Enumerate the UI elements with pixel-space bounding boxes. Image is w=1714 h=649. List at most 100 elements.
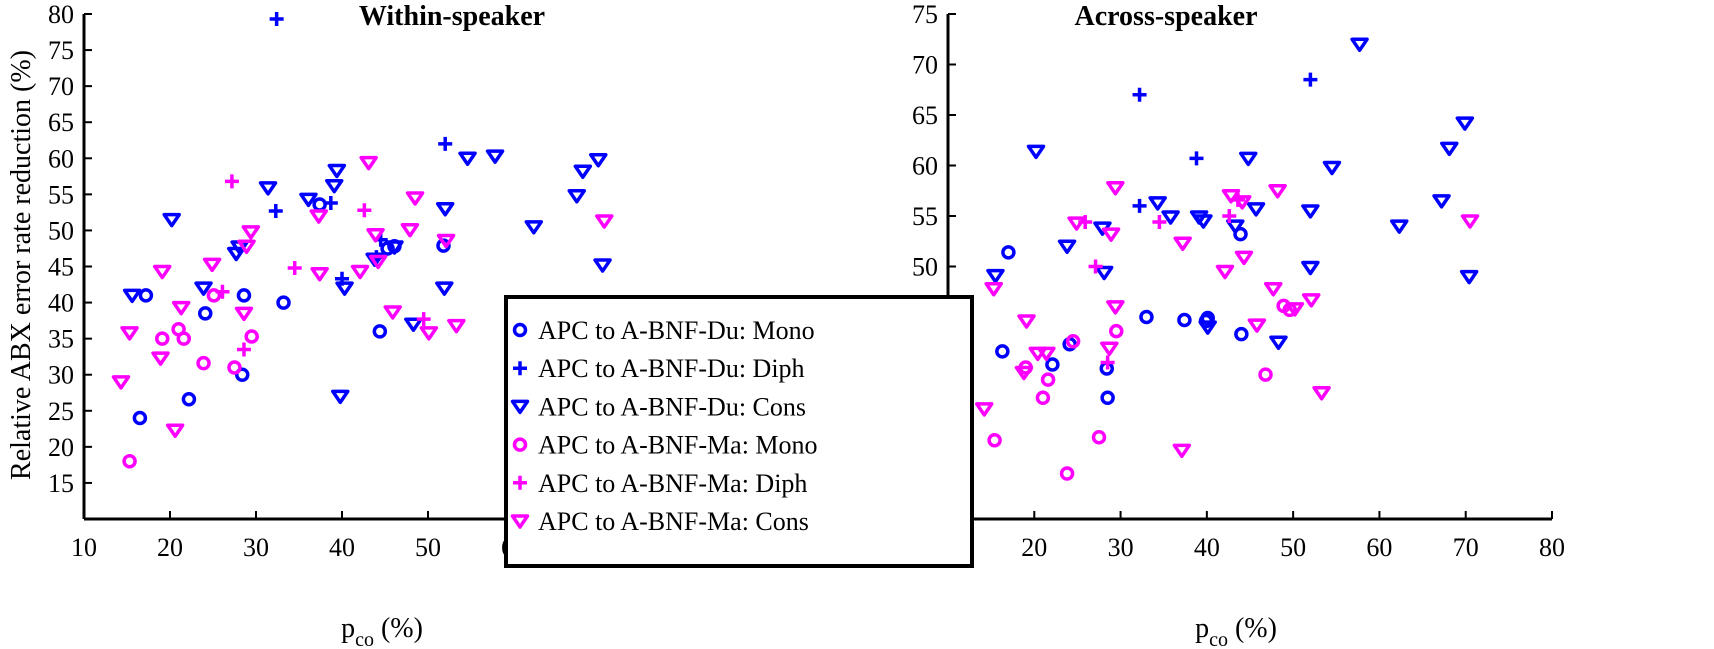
x-tick-label: 30 — [1108, 533, 1134, 562]
legend-label: APC to A-BNF-Ma: Mono — [538, 431, 818, 460]
x-tick-label: 40 — [329, 533, 355, 562]
chart-title: Within-speaker — [359, 1, 545, 32]
legend-label: APC to A-BNF-Ma: Diph — [538, 469, 807, 498]
data-point — [595, 214, 614, 229]
data-point — [268, 203, 283, 218]
data-point — [323, 196, 338, 211]
data-point — [1258, 367, 1273, 382]
plot-2: 10203040506070802530354045505560657075Ac… — [912, 0, 1565, 562]
data-point — [1301, 260, 1320, 276]
y-tick-label: 60 — [912, 152, 938, 181]
data-point — [1173, 236, 1192, 252]
data-point — [447, 318, 466, 334]
y-tick-label: 15 — [48, 469, 74, 498]
data-point — [1094, 265, 1114, 281]
data-point — [1268, 184, 1287, 199]
data-point — [1455, 116, 1475, 131]
data-point — [1390, 219, 1409, 234]
data-point — [419, 326, 439, 341]
data-point — [122, 288, 142, 304]
data-point — [995, 344, 1010, 359]
data-point — [368, 254, 388, 270]
legend-marker-plus — [513, 361, 527, 376]
legend-label: APC to A-BNF-Ma: Cons — [538, 507, 809, 536]
data-point — [1148, 196, 1167, 211]
series-plus-5 — [215, 174, 431, 357]
data-point — [1234, 326, 1249, 342]
legend-marker-circle — [512, 437, 528, 452]
data-point — [1139, 309, 1154, 325]
data-point — [1101, 227, 1121, 242]
data-point — [325, 178, 344, 194]
legend-item: APC to A-BNF-Du: Cons — [510, 392, 806, 421]
data-point — [122, 454, 137, 469]
data-point — [383, 305, 402, 320]
data-point — [138, 288, 154, 303]
x-axis-label-left: pco (%) — [341, 613, 423, 649]
y-tick-label: 65 — [912, 101, 938, 130]
data-point — [151, 351, 170, 366]
y-tick-label: 70 — [912, 51, 938, 80]
data-point — [176, 331, 192, 346]
data-point — [234, 367, 250, 382]
data-point — [299, 192, 318, 208]
y-tick-label: 50 — [48, 216, 74, 245]
data-point — [1014, 365, 1034, 381]
data-point — [1106, 180, 1125, 196]
data-point — [1350, 37, 1369, 53]
data-point — [400, 222, 420, 238]
y-tick-label: 80 — [48, 0, 74, 29]
data-point — [1246, 202, 1266, 217]
data-point — [524, 220, 544, 235]
legend-label: APC to A-BNF-Du: Cons — [538, 392, 806, 421]
data-point — [1303, 72, 1318, 87]
data-point — [359, 155, 378, 171]
y-tick-label: 65 — [48, 108, 74, 137]
data-point — [132, 410, 148, 426]
y-tick-label: 35 — [48, 325, 74, 354]
data-point — [287, 260, 302, 275]
data-point — [310, 266, 329, 282]
data-point — [120, 326, 139, 341]
y-tick-label: 30 — [48, 361, 74, 390]
data-point — [404, 317, 423, 332]
data-point — [327, 163, 347, 179]
y-tick-label: 60 — [48, 144, 74, 173]
data-point — [1017, 314, 1036, 329]
data-point — [593, 258, 612, 273]
data-point — [1067, 216, 1086, 231]
y-tick-label: 70 — [48, 72, 74, 101]
data-point — [1172, 443, 1192, 459]
x-tick-label: 10 — [71, 533, 97, 562]
data-point — [237, 239, 256, 255]
data-point — [1264, 281, 1283, 297]
data-point — [1432, 194, 1451, 209]
data-point — [589, 152, 608, 168]
data-point — [438, 136, 453, 151]
series-triangle-down-6 — [111, 155, 614, 439]
y-tick-label: 55 — [912, 202, 938, 231]
data-point — [1091, 429, 1107, 445]
data-point — [224, 174, 239, 189]
data-point — [162, 212, 181, 228]
data-point — [1040, 372, 1056, 387]
series-circle-4 — [987, 298, 1297, 481]
data-point — [202, 257, 222, 273]
data-point — [258, 181, 278, 196]
y-tick-label: 50 — [912, 253, 938, 282]
data-point — [1100, 355, 1115, 370]
y-tick-label: 25 — [48, 397, 74, 426]
data-point — [1269, 335, 1288, 350]
data-point — [1194, 214, 1213, 229]
x-axis-label-right: pco (%) — [1195, 613, 1277, 649]
data-point — [1057, 239, 1077, 255]
series-circle-4 — [122, 288, 259, 469]
legend-item: APC to A-BNF-Ma: Diph — [513, 469, 807, 498]
x-tick-label: 50 — [1280, 533, 1306, 562]
data-point — [350, 264, 370, 280]
legend-marker-circle — [512, 322, 528, 338]
data-point — [1109, 323, 1124, 339]
data-point — [1302, 293, 1321, 308]
data-point — [1247, 318, 1267, 333]
